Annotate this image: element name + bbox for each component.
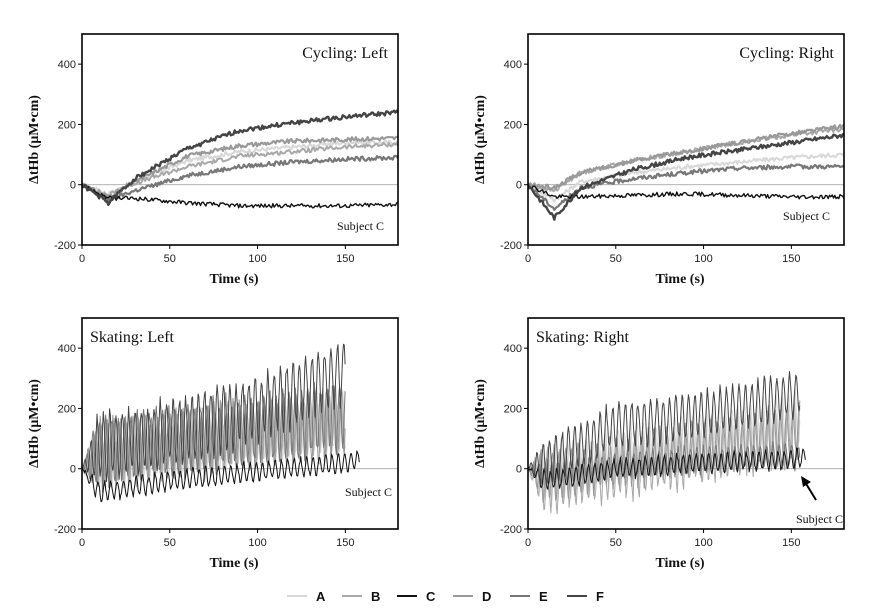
legend-item-e: E — [510, 589, 548, 604]
series-line-e — [82, 154, 398, 203]
y-tick-label: -200 — [54, 240, 76, 252]
x-tick-label: 100 — [248, 537, 266, 549]
series-line-c — [82, 185, 398, 209]
panel-title: Skating: Right — [536, 329, 629, 346]
x-tick-label: 0 — [79, 537, 85, 549]
plot-frame — [527, 317, 845, 530]
legend-label-c: C — [426, 589, 436, 604]
series-line-c — [528, 447, 806, 490]
y-tick-label: 0 — [70, 180, 76, 192]
legend-label-b: B — [371, 589, 380, 604]
x-tick-label: 0 — [79, 253, 85, 265]
x-tick-label: 150 — [336, 253, 354, 265]
y-tick-label: 200 — [504, 119, 522, 131]
y-tick-label: -200 — [500, 240, 522, 252]
series-line-d — [528, 123, 844, 191]
x-tick-label: 50 — [164, 253, 176, 265]
x-tick-label: 50 — [610, 537, 622, 549]
legend-item-a: A — [287, 589, 326, 604]
y-tick-label: 200 — [504, 403, 522, 415]
y-tick-label: -200 — [500, 524, 522, 536]
legend-label-f: F — [596, 589, 604, 604]
legend-item-c: C — [397, 589, 436, 604]
x-tick-label: 100 — [694, 537, 712, 549]
subject-c-annotation: Subject C — [337, 219, 384, 233]
x-tick-label: 100 — [248, 253, 266, 265]
arrow-head — [801, 476, 811, 487]
legend-item-f: F — [567, 589, 604, 604]
legend-label-d: D — [482, 589, 491, 604]
y-tick-label: 0 — [516, 180, 522, 192]
subject-c-annotation: Subject C — [783, 209, 830, 223]
y-axis-title: ΔtHb (μM•cm) — [27, 379, 42, 468]
legend-label-a: A — [316, 589, 326, 604]
y-tick-label: 400 — [58, 343, 76, 355]
series-line-f — [82, 343, 346, 483]
plot-frame — [527, 33, 845, 246]
series-line-f — [82, 109, 398, 207]
legend-label-e: E — [539, 589, 548, 604]
x-tick-label: 50 — [610, 253, 622, 265]
plot-frame — [81, 33, 399, 246]
y-axis-title: ΔtHb (μM•cm) — [473, 379, 488, 468]
x-tick-label: 150 — [782, 253, 800, 265]
x-tick-label: 0 — [525, 537, 531, 549]
x-tick-label: 150 — [336, 537, 354, 549]
series-group — [82, 343, 360, 503]
plot-frame — [81, 317, 399, 530]
series-line-c — [82, 450, 360, 503]
y-tick-label: 200 — [58, 119, 76, 131]
subject-c-annotation: Subject C — [345, 485, 392, 499]
panel-title: Cycling: Left — [302, 45, 388, 62]
series-line-f — [528, 133, 844, 221]
arrow-shaft — [804, 481, 817, 501]
series-group — [528, 370, 806, 515]
series-line-c — [528, 185, 844, 200]
y-axis-title: ΔtHb (μM•cm) — [27, 95, 42, 184]
x-axis-title: Time (s) — [209, 556, 258, 571]
y-tick-label: 400 — [504, 59, 522, 71]
y-tick-label: 0 — [516, 464, 522, 476]
y-tick-label: 0 — [70, 464, 76, 476]
x-tick-label: 100 — [694, 253, 712, 265]
series-line-b — [82, 141, 398, 198]
series-line-a — [528, 152, 844, 203]
series-line-f — [528, 370, 801, 486]
y-tick-label: -200 — [54, 524, 76, 536]
x-tick-label: 150 — [782, 537, 800, 549]
x-axis-title: Time (s) — [655, 272, 704, 287]
panel-title: Skating: Left — [90, 329, 175, 346]
legend-item-d: D — [453, 589, 491, 604]
y-tick-label: 200 — [58, 403, 76, 415]
x-axis-title: Time (s) — [655, 556, 704, 571]
y-axis-title: ΔtHb (μM•cm) — [473, 95, 488, 184]
series-line-e — [528, 440, 801, 487]
legend-item-b: B — [342, 589, 380, 604]
y-tick-label: 400 — [58, 59, 76, 71]
x-tick-label: 0 — [525, 253, 531, 265]
series-group — [528, 123, 844, 221]
panel-title: Cycling: Right — [739, 45, 834, 62]
legend: A B C D E F — [287, 589, 604, 604]
y-tick-label: 400 — [504, 343, 522, 355]
x-tick-label: 50 — [164, 537, 176, 549]
series-group — [82, 109, 398, 209]
x-axis-title: Time (s) — [209, 272, 258, 287]
subject-c-annotation: Subject C — [796, 512, 843, 526]
